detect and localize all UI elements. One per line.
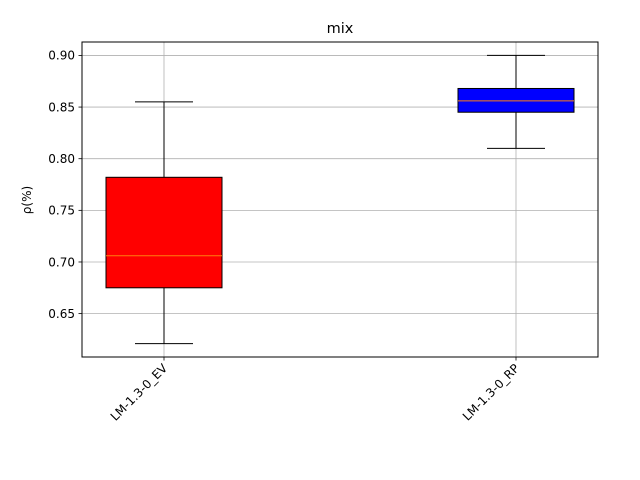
y-tick-label: 0.85 [48, 100, 75, 114]
box-body [457, 87, 575, 113]
y-tick-label: 0.90 [48, 49, 75, 63]
y-tick-label: 0.75 [48, 204, 75, 218]
y-axis-label: ρ(%) [20, 186, 34, 214]
y-tick-label: 0.80 [48, 152, 75, 166]
box-2 [457, 54, 575, 149]
y-tick-label: 0.70 [48, 255, 75, 269]
y-axis: 0.65 0.70 0.75 0.80 0.85 0.90 [48, 49, 82, 321]
box-body [105, 176, 223, 289]
box-1 [105, 101, 223, 345]
axes-frame [81, 41, 599, 358]
y-tick-label: 0.65 [48, 307, 75, 321]
boxes [105, 54, 575, 345]
chart-title: mix [327, 21, 354, 37]
